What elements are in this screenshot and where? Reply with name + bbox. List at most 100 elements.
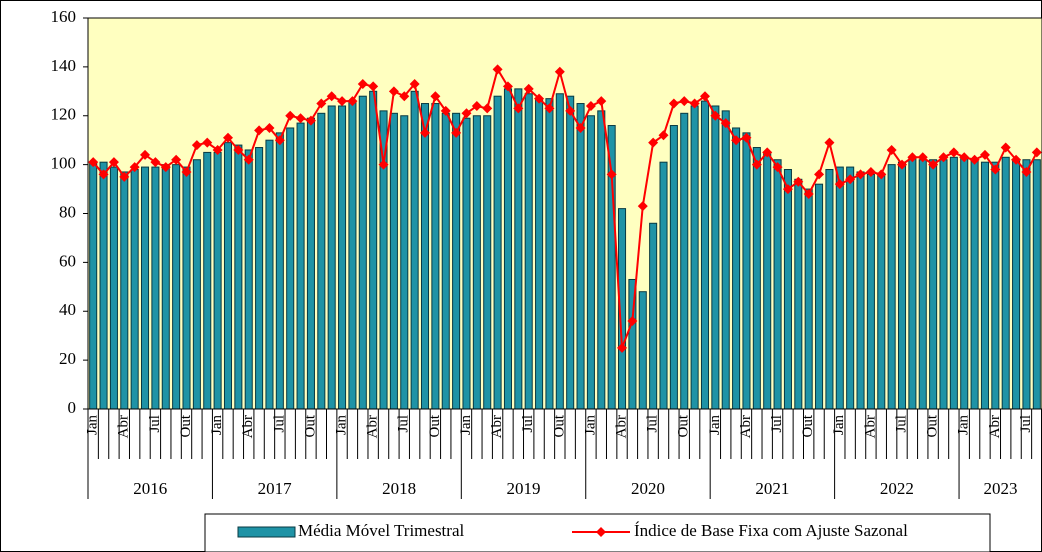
- bar: [700, 100, 710, 410]
- marker: [928, 159, 939, 170]
- marker: [502, 81, 513, 92]
- bar: [711, 105, 720, 410]
- bar: [555, 93, 564, 410]
- x-tick-label: Jul: [645, 415, 661, 433]
- bar: [535, 98, 544, 410]
- bar: [586, 115, 595, 410]
- legend-swatch: [237, 526, 296, 538]
- bar: [400, 115, 409, 410]
- bar: [389, 112, 398, 410]
- marker: [554, 66, 565, 77]
- marker: [171, 154, 182, 165]
- marker: [668, 98, 679, 109]
- x-tick-label: Out: [302, 414, 318, 437]
- x-tick-label: Jul: [769, 415, 785, 433]
- marker: [627, 316, 638, 327]
- x-tick-label: Jul: [1018, 415, 1034, 433]
- marker: [264, 122, 275, 133]
- bar: [1001, 156, 1010, 410]
- legend-swatch: [596, 527, 606, 537]
- bar: [752, 147, 761, 410]
- marker: [720, 118, 731, 129]
- bar: [296, 122, 305, 410]
- marker: [741, 132, 752, 143]
- marker: [254, 125, 265, 136]
- bar: [141, 166, 150, 410]
- bar: [732, 127, 741, 410]
- marker: [565, 105, 576, 116]
- marker: [865, 166, 876, 177]
- bar: [659, 161, 668, 410]
- marker: [523, 83, 534, 94]
- marker: [202, 137, 213, 148]
- marker: [471, 100, 482, 111]
- bar: [120, 171, 129, 410]
- marker: [140, 149, 151, 160]
- bar: [524, 93, 533, 410]
- bar: [203, 151, 212, 410]
- marker: [959, 152, 970, 163]
- bar: [866, 173, 875, 410]
- bar: [669, 125, 678, 410]
- marker: [803, 188, 814, 199]
- bar: [1032, 159, 1041, 410]
- marker: [886, 144, 897, 155]
- bar: [897, 161, 907, 410]
- x-tick-label: Jan: [956, 415, 972, 435]
- x-tick-label: Abr: [987, 415, 1003, 438]
- marker: [285, 110, 296, 121]
- marker: [855, 169, 866, 180]
- bar: [576, 103, 585, 410]
- bar: [991, 161, 1000, 410]
- marker: [399, 91, 410, 102]
- marker: [793, 176, 804, 187]
- x-tick-label: Out: [551, 414, 567, 437]
- bar: [472, 115, 481, 410]
- marker: [440, 105, 451, 116]
- bar: [348, 100, 357, 410]
- bar: [638, 291, 647, 410]
- bar: [493, 95, 502, 410]
- bar: [452, 112, 461, 410]
- bar: [742, 132, 751, 410]
- bar: [856, 171, 865, 410]
- bar: [234, 144, 243, 410]
- x-tick-label: Jan: [582, 415, 598, 435]
- marker: [212, 144, 223, 155]
- bar: [358, 95, 367, 410]
- bar: [275, 132, 284, 410]
- marker: [1031, 147, 1042, 158]
- bar: [908, 156, 917, 410]
- marker: [606, 169, 617, 180]
- marker: [1011, 154, 1022, 165]
- marker: [420, 127, 431, 138]
- bar: [877, 173, 886, 410]
- marker: [1021, 166, 1032, 177]
- bar: [109, 166, 118, 410]
- y-tick-label: 80: [59, 202, 76, 221]
- marker: [637, 201, 648, 212]
- bar: [680, 112, 689, 410]
- year-label: 2017: [258, 479, 293, 498]
- marker: [430, 91, 441, 102]
- marker: [938, 152, 949, 163]
- marker: [88, 157, 99, 168]
- bar: [763, 151, 772, 410]
- marker: [461, 108, 472, 119]
- marker: [357, 78, 368, 89]
- marker: [585, 100, 596, 111]
- marker: [699, 91, 710, 102]
- bar: [327, 105, 336, 410]
- x-tick-label: Jul: [893, 415, 909, 433]
- x-tick-label: Out: [925, 414, 941, 437]
- bar: [286, 127, 295, 410]
- marker: [378, 159, 389, 170]
- marker: [907, 152, 918, 163]
- x-tick-label: Abr: [613, 415, 629, 438]
- marker: [544, 103, 555, 114]
- marker: [845, 174, 856, 185]
- year-label: 2016: [133, 479, 167, 498]
- bar: [503, 88, 512, 410]
- bar: [721, 110, 730, 410]
- bar: [846, 166, 855, 410]
